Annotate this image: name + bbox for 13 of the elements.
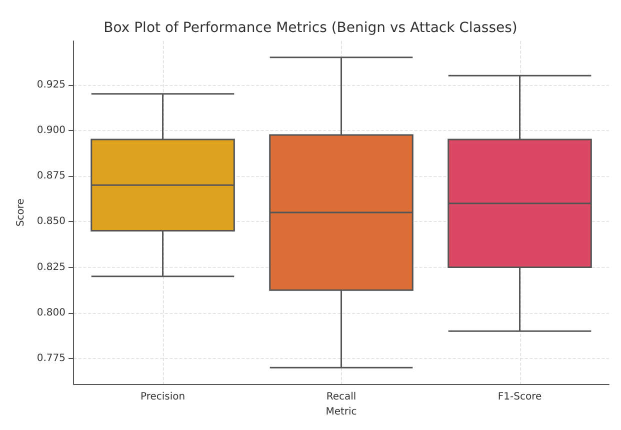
y-tick-label: 0.875: [36, 170, 66, 182]
y-tick-label: 0.925: [36, 79, 66, 90]
y-tick-label: 0.775: [36, 353, 66, 364]
y-tick-label: 0.825: [36, 262, 66, 273]
x-tick-label: F1-Score: [498, 392, 542, 403]
y-axis-title: Score: [16, 198, 26, 227]
chart-title: Box Plot of Performance Metrics (Benign vs Attack Classes): [104, 20, 518, 36]
y-tick-label: 0.900: [36, 124, 66, 136]
x-tick-label: Recall: [326, 392, 356, 403]
y-tick-label: 0.800: [36, 307, 66, 318]
x-axis-title: Metric: [326, 406, 357, 418]
y-tick-label: 0.850: [36, 216, 66, 228]
x-tick-label: Precision: [140, 392, 186, 403]
